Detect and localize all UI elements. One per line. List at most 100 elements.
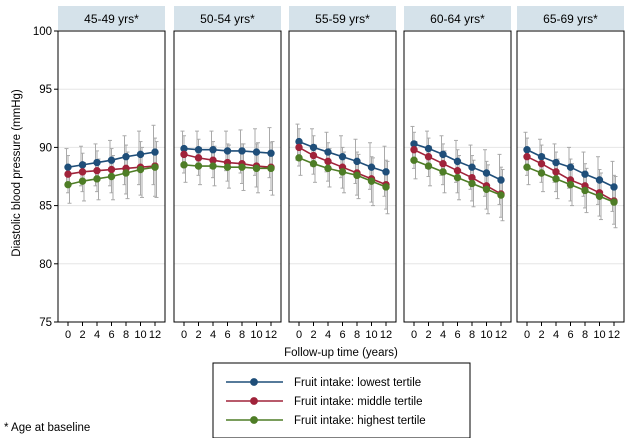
panel-3: 55-59 yrs* 0 2 4 6 8 10 12 [288, 6, 397, 341]
x-tick-label: 10 [134, 329, 146, 341]
data-point-highest [180, 161, 188, 169]
x-tick-label: 6 [108, 329, 114, 341]
x-tick-label: 12 [608, 329, 620, 341]
y-tick-label: 100 [33, 26, 52, 38]
data-point-highest [581, 186, 589, 195]
data-point-lowest [537, 153, 546, 161]
x-tick-label: 2 [538, 329, 544, 341]
data-point-middle [439, 159, 447, 168]
data-point-lowest [151, 148, 159, 156]
data-point-highest [151, 163, 159, 171]
y-tick-label: 95 [39, 84, 52, 96]
panel-title: 45-49 yrs* [84, 12, 139, 26]
panel-header [404, 6, 511, 30]
data-point-lowest [64, 163, 72, 171]
data-point-highest [497, 191, 505, 199]
legend-label-lowest: Fruit intake: lowest tertile [294, 377, 421, 389]
data-point-highest [209, 162, 217, 170]
data-point-lowest [566, 163, 575, 171]
data-point-highest [194, 162, 203, 170]
data-point-highest [537, 169, 546, 177]
y-tick-label: 90 [39, 142, 52, 154]
data-point-lowest [136, 150, 145, 159]
x-tick-label: 10 [593, 329, 605, 341]
data-point-highest [107, 172, 116, 181]
data-point-middle [295, 143, 303, 152]
x-tick-label: 10 [250, 329, 262, 341]
x-tick-label: 12 [380, 329, 392, 341]
panel-5: 65-69 yrs* 0 2 4 6 8 10 12 [516, 6, 625, 341]
panel-header [58, 6, 165, 30]
data-point-highest [223, 163, 232, 171]
data-point-middle [523, 153, 531, 161]
x-tick-label: 8 [354, 329, 360, 341]
panel-4: 60-64 yrs* 0 2 4 6 8 10 12 [403, 6, 512, 341]
data-point-middle [107, 165, 116, 174]
data-point-middle [64, 170, 72, 178]
x-tick-label: 10 [365, 329, 377, 341]
data-point-highest [439, 168, 447, 176]
data-point-lowest [581, 170, 589, 178]
x-tick-label: 2 [79, 329, 85, 341]
x-tick-label: 12 [149, 329, 161, 341]
x-tick-label: 6 [339, 329, 345, 341]
data-point-lowest [497, 176, 505, 184]
data-point-lowest [523, 146, 531, 154]
data-point-highest [295, 154, 303, 162]
data-point-lowest [78, 161, 87, 169]
x-tick-label: 8 [123, 329, 129, 341]
data-point-highest [93, 175, 101, 183]
panel-2: 50-54 yrs* 0 2 4 6 8 10 12 [173, 6, 282, 341]
x-tick-label: 2 [195, 329, 201, 341]
x-tick-label: 0 [524, 329, 530, 341]
data-point-lowest [309, 143, 318, 152]
x-tick-label: 6 [224, 329, 230, 341]
data-point-lowest [439, 150, 447, 159]
data-point-lowest [122, 153, 130, 161]
data-point-highest [424, 162, 433, 170]
data-point-highest [453, 173, 462, 182]
panel-header [289, 6, 396, 30]
data-point-lowest [252, 148, 261, 156]
x-tick-label: 6 [454, 329, 460, 341]
data-point-lowest [93, 158, 101, 167]
x-tick-label: 10 [480, 329, 492, 341]
data-point-highest [338, 168, 347, 176]
x-tick-label: 0 [411, 329, 417, 341]
y-tick-label: 80 [39, 259, 52, 271]
data-point-lowest [453, 157, 462, 166]
data-point-highest [353, 171, 361, 180]
data-point-highest [238, 163, 246, 171]
legend-marker-highest [250, 416, 258, 424]
data-point-lowest [209, 146, 217, 154]
data-point-middle [93, 166, 101, 175]
data-point-lowest [610, 183, 618, 191]
data-point-lowest [367, 163, 376, 171]
y-axis-label: Diastolic blood pressure (mmHg) [11, 89, 23, 257]
legend-label-middle: Fruit intake: middle tertile [294, 396, 422, 408]
data-point-lowest [238, 147, 246, 155]
x-tick-label: 4 [440, 329, 446, 341]
x-tick-label: 6 [567, 329, 573, 341]
data-point-lowest [107, 156, 116, 164]
data-point-highest [367, 177, 376, 185]
data-point-highest [252, 164, 261, 173]
data-point-lowest [267, 149, 275, 157]
x-tick-label: 8 [469, 329, 475, 341]
y-tick-label: 75 [39, 317, 52, 329]
data-point-middle [194, 154, 203, 162]
x-tick-label: 0 [65, 329, 71, 341]
x-axis-label: Follow-up time (years) [284, 347, 398, 359]
panel-header [174, 6, 281, 30]
x-tick-label: 8 [582, 329, 588, 341]
x-tick-label: 12 [495, 329, 507, 341]
data-point-middle [309, 151, 318, 160]
data-point-lowest [424, 144, 433, 153]
data-point-middle [453, 166, 462, 175]
panel-header [517, 6, 624, 30]
data-point-lowest [338, 153, 347, 161]
data-point-middle [78, 168, 87, 176]
data-point-highest [482, 185, 491, 194]
x-tick-label: 4 [553, 329, 559, 341]
